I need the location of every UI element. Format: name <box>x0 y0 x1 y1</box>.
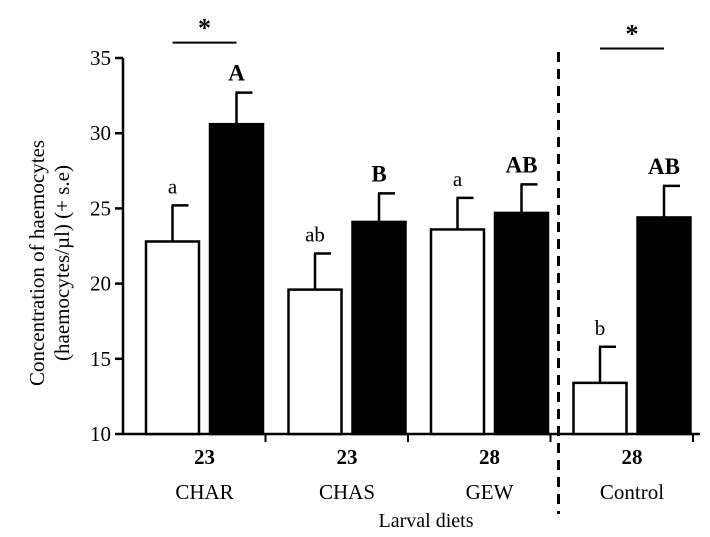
bar-black <box>351 220 407 436</box>
x-category-number: 28 <box>479 445 500 469</box>
x-category-number: 28 <box>622 445 643 469</box>
y-tick-label: 35 <box>90 46 111 70</box>
x-axis-title: Larval diets <box>379 510 474 532</box>
y-axis-title: Concentration of haemocytes (haemocytes/… <box>25 140 74 386</box>
y-axis-title-line-1: Concentration of haemocytes <box>25 140 49 386</box>
y-tick-label: 20 <box>90 272 111 296</box>
bar-white <box>287 288 343 436</box>
x-category-name: CHAS <box>319 480 375 504</box>
bar-white <box>429 228 486 436</box>
significance-letter: A <box>228 61 245 86</box>
significance-letter: b <box>595 316 606 340</box>
significance-letter: AB <box>506 152 538 177</box>
bar-black <box>636 216 692 436</box>
significance-letter: AB <box>648 154 680 179</box>
x-category-name: CHAR <box>175 480 233 504</box>
bar-black <box>208 122 265 436</box>
bar-white <box>572 381 628 436</box>
significance-letter: a <box>453 167 463 191</box>
significance-letter: a <box>168 174 178 198</box>
y-axis-title-line-2: (haemocytes/µl) (+ s.e) <box>50 165 74 361</box>
y-tick-label: 10 <box>90 422 111 446</box>
significance-asterisk: * <box>626 19 639 48</box>
significance-letter: B <box>371 161 386 186</box>
plot-area: 10 15 20 25 30 35 23 CHAR a A 23 CHAS ab B 28 GEW a AB 28 C… <box>90 14 700 514</box>
y-tick-label: 30 <box>90 121 111 145</box>
bar-white <box>144 240 201 436</box>
x-category-name: GEW <box>466 480 514 504</box>
significance-letter: ab <box>305 223 325 247</box>
x-category-number: 23 <box>194 445 215 469</box>
significance-asterisk: * <box>198 14 211 43</box>
y-tick-label: 25 <box>90 196 111 220</box>
bar-black <box>493 211 550 436</box>
x-category-number: 23 <box>337 445 358 469</box>
y-tick-label: 15 <box>90 347 111 371</box>
x-category-name: Control <box>600 480 664 504</box>
